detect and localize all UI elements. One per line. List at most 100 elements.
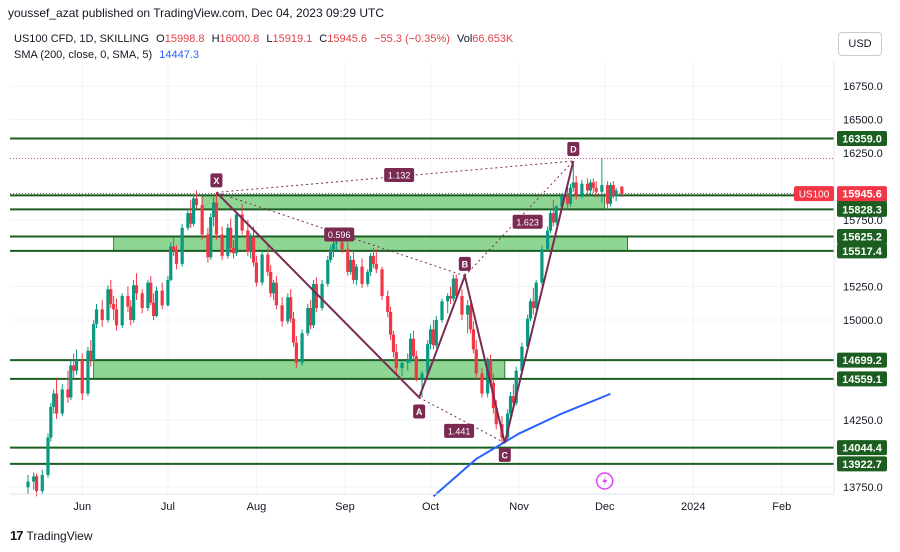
- ohlc-high: H16000.8: [211, 33, 260, 45]
- candle-body: [306, 307, 310, 334]
- level-tag-label: 13922.7: [842, 459, 882, 471]
- candle-body: [172, 246, 176, 251]
- symbol-legend: US100 CFD, 1D, SKILLING O15998.8 H16000.…: [14, 33, 517, 45]
- level-tag: [837, 371, 887, 387]
- level-tag: [837, 243, 887, 259]
- level-tag-label: 14699.2: [842, 355, 882, 367]
- candle-body: [269, 271, 273, 294]
- candle-body: [574, 182, 578, 196]
- candle-body: [446, 295, 450, 302]
- pattern-point-label: B: [462, 259, 469, 269]
- price-tags: 16359.0 15932.6 15828.3 15625.2 15517.4 14699…: [595, 130, 887, 490]
- candle-body: [46, 437, 50, 475]
- x-tick-label: Feb: [772, 501, 791, 513]
- candle-body: [174, 250, 179, 264]
- candle-body: [534, 282, 538, 308]
- candle-body: [454, 278, 458, 296]
- level-tag-label: 16359.0: [842, 133, 882, 145]
- candle-body: [194, 198, 199, 206]
- pattern-point-label: C: [502, 450, 509, 460]
- x-tick-label: Jun: [73, 501, 91, 513]
- candle-body: [191, 198, 196, 224]
- volume: Vol66.653K: [456, 33, 514, 45]
- currency-button[interactable]: USD: [838, 32, 882, 56]
- sma-label[interactable]: SMA (200, close, 0, SMA, 5): [14, 49, 153, 61]
- candle-body: [129, 306, 133, 320]
- y-tick-label: 16750.0: [843, 81, 883, 93]
- price-tag-label: 15945.6: [842, 189, 882, 201]
- candle-body: [369, 255, 373, 272]
- candle-body: [294, 342, 298, 363]
- candle-body: [620, 186, 624, 194]
- symbol-name[interactable]: US100 CFD, 1D, SKILLING: [14, 33, 150, 45]
- candle-body: [349, 259, 353, 272]
- ratio-label: 0.596: [328, 230, 351, 240]
- candle-body: [486, 360, 490, 394]
- level-tag: [837, 228, 887, 244]
- xabcd-pattern: 1.132 0.596 1.623 1.441 X A B C D: [210, 142, 580, 462]
- candle-body: [274, 282, 278, 306]
- candle-body: [92, 324, 96, 361]
- candle-body: [209, 217, 213, 258]
- candle-body: [146, 282, 150, 308]
- candle-body: [588, 182, 593, 191]
- candle-body: [166, 279, 170, 306]
- candle-body: [260, 254, 264, 283]
- ohlc-close: C15945.6: [319, 33, 368, 45]
- candle-body: [466, 305, 470, 315]
- candle-body: [551, 213, 555, 223]
- candle-body: [314, 283, 318, 308]
- candle-body: [480, 373, 484, 394]
- x-tick-label: Jul: [161, 501, 175, 513]
- candle-body: [546, 230, 550, 250]
- candle-body: [408, 338, 413, 361]
- candle-body: [571, 182, 575, 188]
- pattern-ratio-line: [418, 397, 506, 444]
- candle-body: [211, 202, 216, 218]
- price-tag: [837, 186, 887, 202]
- ratio-badge: [444, 423, 475, 438]
- candles: [26, 158, 624, 497]
- level-tag: [837, 201, 887, 217]
- candle-body: [566, 195, 570, 204]
- candle-body: [414, 356, 418, 379]
- candle-body: [251, 237, 256, 263]
- candle-body: [134, 285, 139, 294]
- candle-body: [474, 349, 478, 374]
- level-tag-label: 14044.4: [842, 443, 883, 455]
- pattern-point-badge: [210, 173, 223, 188]
- level-lines: [10, 137, 834, 465]
- level-tag-label: 14559.1: [842, 374, 882, 386]
- candle-body: [334, 242, 338, 244]
- ratio-badge: [384, 168, 415, 183]
- ratio-badge: [324, 227, 355, 242]
- x-tick-label: Oct: [422, 501, 439, 513]
- candle-body: [488, 360, 493, 383]
- candle-body: [420, 373, 424, 379]
- candle-body: [160, 290, 164, 306]
- candle-body: [548, 213, 553, 231]
- event-lightning-icon: [595, 472, 614, 490]
- candle-body: [229, 227, 233, 248]
- candle-body: [132, 285, 136, 320]
- candle-body: [240, 214, 244, 231]
- candle-body: [614, 190, 618, 196]
- candle-body: [540, 249, 544, 283]
- candle-body: [526, 318, 530, 347]
- candle-body: [80, 360, 84, 394]
- candle-body: [394, 352, 398, 369]
- candle-body: [26, 481, 30, 488]
- candle-body: [60, 389, 64, 414]
- candle-body: [120, 295, 124, 326]
- sma-legend: SMA (200, close, 0, SMA, 5) 14447.3: [14, 49, 203, 61]
- candle-body: [388, 311, 393, 335]
- y-tick-label: 15250.0: [843, 282, 883, 294]
- candle-body: [380, 269, 384, 296]
- candle-body: [531, 301, 535, 308]
- candle-body: [249, 237, 253, 252]
- level-tag-label: 15932.6: [842, 190, 882, 202]
- sma-value: 14447.3: [159, 49, 199, 61]
- candle-body: [94, 309, 99, 325]
- candle-body: [271, 282, 276, 294]
